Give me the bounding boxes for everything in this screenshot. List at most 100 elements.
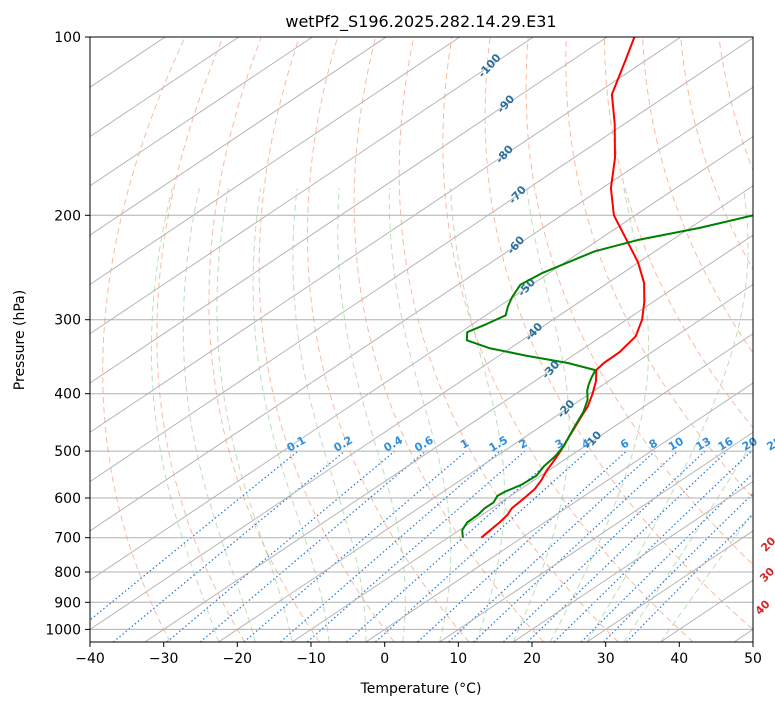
moist-adiabat-line [388, 188, 452, 642]
dry-adiabat-label: 20 [758, 534, 775, 554]
mixing-ratio-line [90, 450, 299, 621]
mixing-ratio-label: 8 [647, 437, 660, 452]
isotherm-line [90, 185, 753, 631]
mixing-ratio-label: 2 [517, 437, 530, 452]
y-tick-label: 200 [54, 208, 81, 224]
chart-title: wetPf2_S196.2025.282.14.29.E31 [285, 12, 556, 32]
moist-adiabat-line [216, 188, 293, 642]
x-tick-label: 10 [449, 651, 467, 667]
mixing-ratio-line [625, 513, 753, 642]
x-axis: −40 −30 −20 −10 0 10 20 30 40 50 [75, 642, 762, 667]
dry-adiabat-line [306, 37, 470, 642]
isotherm-line [586, 530, 753, 642]
x-tick-label: 30 [597, 651, 615, 667]
x-tick-label: −30 [149, 651, 179, 667]
moist-adiabat-line [252, 188, 330, 642]
isotherm-label: -60 [504, 233, 527, 257]
x-tick-label: −10 [296, 651, 326, 667]
isotherm-line [144, 234, 753, 642]
isotherm-line [512, 480, 753, 642]
isotherm-line [90, 37, 240, 138]
isotherm-label: -40 [522, 320, 545, 344]
y-tick-label: 700 [54, 531, 81, 547]
dry-adiabat-line [102, 37, 186, 642]
isotherm-label: -20 [555, 397, 578, 421]
moist-adiabat-line [151, 188, 220, 642]
isotherm-line [90, 135, 753, 581]
x-axis-label: Temperature (°C) [360, 681, 482, 697]
y-tick-label: 300 [54, 313, 81, 329]
mixing-ratio-line [553, 450, 752, 642]
x-tick-label: 40 [670, 651, 688, 667]
dry-adiabat-line [208, 37, 320, 642]
dry-adiabat-line [525, 37, 753, 566]
mixing-ratio-line [166, 450, 396, 642]
y-tick-label: 600 [54, 491, 81, 507]
y-tick-label: 800 [54, 565, 81, 581]
dry-adiabat-line [353, 37, 544, 642]
dry-adiabat-line [642, 37, 753, 354]
moist-adiabat-line [182, 188, 256, 642]
mixing-ratio-line [112, 450, 346, 642]
profile-lines [461, 37, 753, 539]
moist-adiabat-line [450, 188, 505, 642]
y-tick-label: 100 [54, 30, 81, 46]
isotherm-label: -70 [506, 183, 529, 207]
isotherm-line [90, 37, 682, 433]
dry-adiabat-label: 40 [753, 597, 773, 617]
moist-adiabat-line [292, 188, 367, 642]
dry-adiabat-line [442, 37, 694, 642]
mixing-ratio-line [580, 472, 753, 642]
isotherm-label: -100 [475, 51, 503, 80]
dry-adiabat-line [484, 37, 753, 631]
isotherm-line [90, 37, 534, 335]
y-tick-label: 1000 [45, 622, 81, 638]
moist-adiabat-line [586, 188, 749, 642]
x-tick-label: −20 [223, 651, 253, 667]
mixing-ratio-line [448, 450, 656, 642]
mixing-ratio-label: 6 [618, 436, 631, 451]
mixing-ratio-line [417, 450, 627, 642]
isotherm-line [439, 431, 753, 642]
isotherm-label: -90 [494, 92, 517, 116]
dry-adiabat-line [156, 37, 246, 642]
dry-adiabat-line [565, 37, 753, 499]
y-tick-label: 500 [54, 444, 81, 460]
isotherm-line [365, 382, 753, 642]
moist-adiabat-line [512, 188, 570, 642]
x-tick-label: 50 [744, 651, 762, 667]
profile-line [461, 214, 753, 538]
isotherm-line [90, 37, 313, 187]
x-tick-label: −40 [75, 651, 105, 667]
isotherm-line [90, 86, 753, 532]
x-tick-label: 20 [523, 651, 541, 667]
x-tick-label: 0 [380, 651, 389, 667]
isotherm-line [90, 37, 753, 483]
moist-adiabat-line [337, 188, 406, 642]
y-axis-label: Pressure (hPa) [12, 290, 28, 390]
mixing-ratio-line [306, 450, 526, 642]
dry-adiabat-line [258, 37, 395, 642]
isotherm-line [291, 333, 753, 642]
dry-adiabat-label: 30 [757, 565, 775, 585]
mixing-ratio-line [527, 450, 728, 642]
profile-line [480, 37, 646, 539]
isotherm-line [218, 283, 753, 642]
y-tick-label: 900 [54, 595, 81, 611]
y-tick-label: 400 [54, 387, 81, 403]
moist-adiabat-line [623, 440, 753, 642]
mixing-ratio-line [199, 450, 427, 642]
isotherm-line [660, 579, 753, 642]
mixing-ratio-line [243, 450, 467, 642]
background-lines [90, 37, 753, 642]
isotherm-line [90, 37, 387, 236]
y-axis: 100 200 300 400 500 600 700 800 900 1000 [45, 30, 90, 638]
isotherm-label: -80 [493, 142, 516, 166]
isotherm-line [90, 37, 461, 286]
dry-adiabat-line [604, 37, 753, 429]
isotherm-line [90, 37, 608, 384]
mixing-ratio-line [280, 450, 501, 642]
mixing-ratio-label: 25 [765, 435, 775, 454]
mixing-ratio-line [473, 450, 679, 642]
